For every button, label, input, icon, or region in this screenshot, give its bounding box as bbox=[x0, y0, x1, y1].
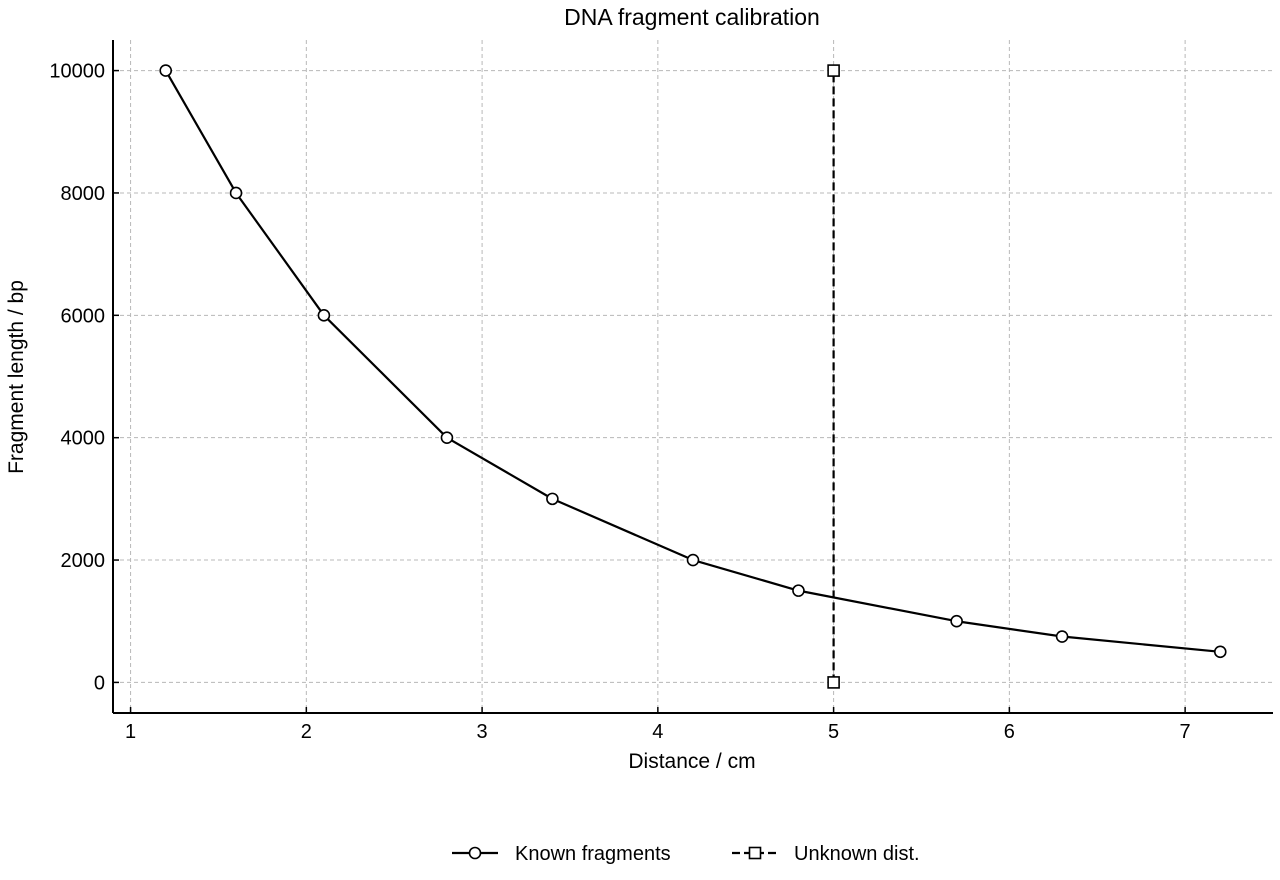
x-tick-label: 5 bbox=[828, 721, 839, 743]
known-fragments-point bbox=[950, 614, 963, 628]
legend-unknown-dist-label: Unknown dist. bbox=[794, 843, 920, 865]
y-tick-label: 8000 bbox=[61, 183, 106, 205]
legend: Known fragments Unknown dist. bbox=[452, 843, 920, 865]
y-axis-title: Fragment length / bp bbox=[5, 280, 28, 474]
y-tick-label: 4000 bbox=[61, 428, 106, 450]
known-fragments-point bbox=[229, 186, 243, 200]
known-fragments-point bbox=[1213, 645, 1227, 659]
known-fragments-point bbox=[686, 553, 700, 567]
chart-title: DNA fragment calibration bbox=[564, 4, 820, 30]
y-tick-label: 6000 bbox=[61, 305, 106, 327]
known-fragments-point bbox=[1055, 630, 1069, 643]
y-tick-label: 10000 bbox=[49, 61, 105, 83]
x-tick-label: 7 bbox=[1180, 721, 1191, 743]
labels-layer: DNA fragment calibration Distance / cm F… bbox=[5, 4, 820, 773]
known-fragments-point bbox=[440, 431, 454, 444]
x-tick-label: 2 bbox=[301, 721, 312, 743]
known-fragments-line bbox=[164, 70, 1221, 653]
grid-layer bbox=[113, 40, 1273, 713]
x-tick-label: 4 bbox=[652, 721, 663, 743]
legend-unknown-dist-marker bbox=[748, 846, 762, 860]
x-tick-label: 1 bbox=[125, 721, 136, 743]
known-fragments-point bbox=[792, 584, 805, 597]
known-fragments-point bbox=[546, 492, 559, 506]
legend-known-fragments-label: Known fragments bbox=[515, 843, 671, 865]
legend-known-fragments-marker bbox=[468, 846, 482, 860]
x-tick-label: 6 bbox=[1004, 721, 1015, 743]
known-fragments-point bbox=[159, 64, 173, 77]
series-layer bbox=[159, 64, 1227, 689]
unknown-dist-point bbox=[827, 64, 840, 77]
axes-layer: 1 2 3 4 5 6 7 0 2000 4000 6000 8000 10000 bbox=[49, 40, 1273, 743]
y-tick-label: 2000 bbox=[61, 550, 106, 572]
unknown-dist-point bbox=[827, 676, 840, 689]
y-tick-label: 0 bbox=[94, 672, 105, 694]
known-fragments-point bbox=[317, 309, 331, 322]
x-axis-title: Distance / cm bbox=[628, 750, 755, 773]
x-tick-label: 3 bbox=[477, 721, 488, 743]
